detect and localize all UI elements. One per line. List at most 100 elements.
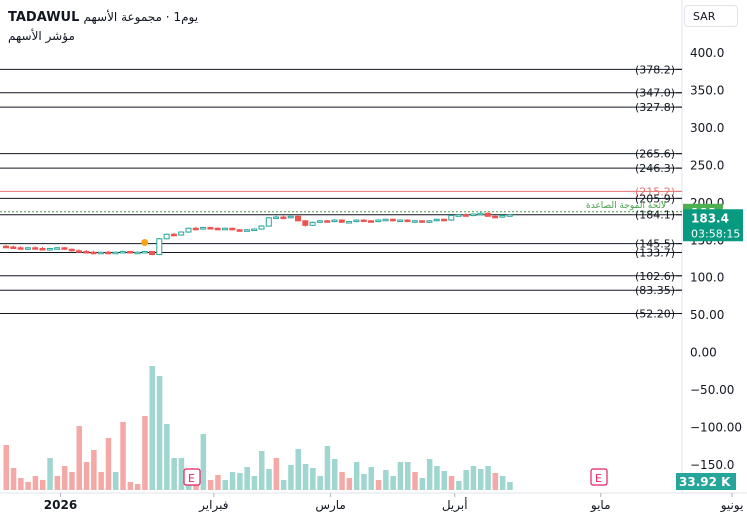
candle-body bbox=[324, 220, 331, 223]
candle-body bbox=[207, 227, 214, 230]
candle-body bbox=[46, 248, 53, 251]
candle-body bbox=[360, 219, 367, 223]
candle-body bbox=[200, 227, 207, 230]
y-tick-label: 350.0 bbox=[690, 83, 724, 97]
volume-bar bbox=[448, 476, 455, 490]
last-price-value: 183.4 bbox=[691, 211, 729, 225]
volume-bar bbox=[280, 480, 287, 490]
candle-body bbox=[229, 227, 236, 231]
volume-bar bbox=[273, 458, 280, 490]
level-label: (52.20) bbox=[635, 308, 675, 321]
level-label: (83.35) bbox=[635, 284, 675, 297]
candle-body bbox=[68, 248, 75, 252]
candle-body bbox=[214, 227, 221, 231]
candle-body bbox=[484, 212, 491, 217]
candle-body bbox=[499, 215, 506, 218]
volume-bar bbox=[54, 476, 61, 490]
volume-bar bbox=[426, 459, 433, 490]
volume-bar bbox=[171, 458, 177, 490]
candle-body bbox=[185, 227, 192, 233]
volume-bar bbox=[405, 462, 411, 490]
candle-body bbox=[506, 214, 513, 217]
volume-bar bbox=[397, 462, 404, 490]
volume-bar bbox=[383, 470, 389, 490]
level-label: (215.2) bbox=[635, 185, 675, 198]
candle-body bbox=[397, 219, 404, 223]
y-tick-label: 100.0 bbox=[690, 271, 724, 285]
volume-bar bbox=[83, 462, 90, 490]
volume-bar bbox=[390, 476, 396, 490]
candle-body bbox=[178, 231, 185, 236]
volume-bar bbox=[339, 472, 345, 490]
candle-body bbox=[105, 251, 112, 255]
level-label: (327.8) bbox=[635, 101, 675, 114]
volume-bar bbox=[10, 468, 17, 490]
level-label: (145.5) bbox=[635, 238, 675, 251]
candle-body bbox=[141, 251, 148, 254]
candle-body bbox=[411, 220, 418, 223]
candle-body bbox=[54, 247, 61, 250]
candle-body bbox=[243, 229, 250, 232]
candle-body bbox=[448, 215, 455, 221]
volume-bar bbox=[105, 438, 112, 490]
candle-body bbox=[368, 220, 374, 223]
volume-bar bbox=[353, 462, 360, 490]
x-tick-label: مايو bbox=[590, 498, 611, 513]
volume-tag bbox=[676, 473, 736, 490]
candle-body bbox=[389, 218, 396, 222]
symbol-name[interactable]: TADAWUL bbox=[8, 10, 80, 25]
volume-bar bbox=[470, 466, 477, 490]
y-tick-label: 0.00 bbox=[690, 346, 717, 360]
candle-body bbox=[265, 217, 272, 227]
candle-body bbox=[156, 238, 163, 256]
level-label: (246.3) bbox=[635, 162, 675, 175]
level-label: (265.6) bbox=[635, 148, 675, 161]
volume-bar bbox=[499, 476, 506, 490]
x-tick-label: يونيو bbox=[720, 498, 744, 513]
level-label: (102.6) bbox=[635, 270, 675, 283]
level-label: (378.2) bbox=[635, 63, 675, 76]
bar-countdown: 03:58:15 bbox=[691, 227, 740, 240]
volume-bar bbox=[98, 472, 104, 490]
volume-bar bbox=[310, 468, 316, 490]
volume-bar bbox=[40, 480, 46, 490]
volume-bar bbox=[361, 474, 367, 490]
candle-body bbox=[462, 214, 469, 217]
volume-bar bbox=[127, 482, 134, 490]
candle-body bbox=[492, 215, 499, 219]
candle-body bbox=[287, 215, 294, 219]
level-label: (347.0) bbox=[635, 87, 675, 100]
volume-bar bbox=[200, 434, 207, 490]
candle-body bbox=[76, 250, 82, 253]
volume-bar bbox=[156, 376, 163, 490]
x-tick-label: أبريل bbox=[442, 497, 468, 513]
earnings-event-marker-letter: E bbox=[188, 472, 195, 485]
candle-body bbox=[3, 245, 9, 249]
volume-bar bbox=[142, 416, 148, 490]
candle-body bbox=[163, 233, 170, 240]
volume-bar bbox=[178, 458, 185, 490]
volume-bar bbox=[61, 466, 68, 490]
candle-body bbox=[24, 247, 31, 250]
candle-body bbox=[455, 214, 462, 217]
volume-bar bbox=[317, 476, 323, 490]
volume-bar bbox=[485, 466, 491, 490]
y-tick-label: −150.0 bbox=[690, 458, 734, 472]
x-tick-label: فبراير bbox=[198, 498, 228, 513]
currency-button[interactable]: SAR bbox=[684, 5, 738, 27]
volume-bar bbox=[478, 469, 484, 490]
candle-body bbox=[61, 247, 68, 250]
earnings-event-marker bbox=[183, 468, 201, 486]
last-price-tag bbox=[683, 209, 743, 242]
candle-body bbox=[170, 233, 177, 237]
volume-bar bbox=[134, 484, 141, 490]
candle-body bbox=[134, 251, 141, 255]
candle-body bbox=[338, 219, 345, 223]
candle-body bbox=[419, 220, 426, 223]
candle-body bbox=[375, 219, 382, 223]
volume-bar bbox=[456, 481, 462, 490]
x-tick-label: 2026 bbox=[44, 498, 77, 512]
volume-bar bbox=[302, 464, 309, 490]
dividend-dot-marker bbox=[141, 239, 149, 247]
